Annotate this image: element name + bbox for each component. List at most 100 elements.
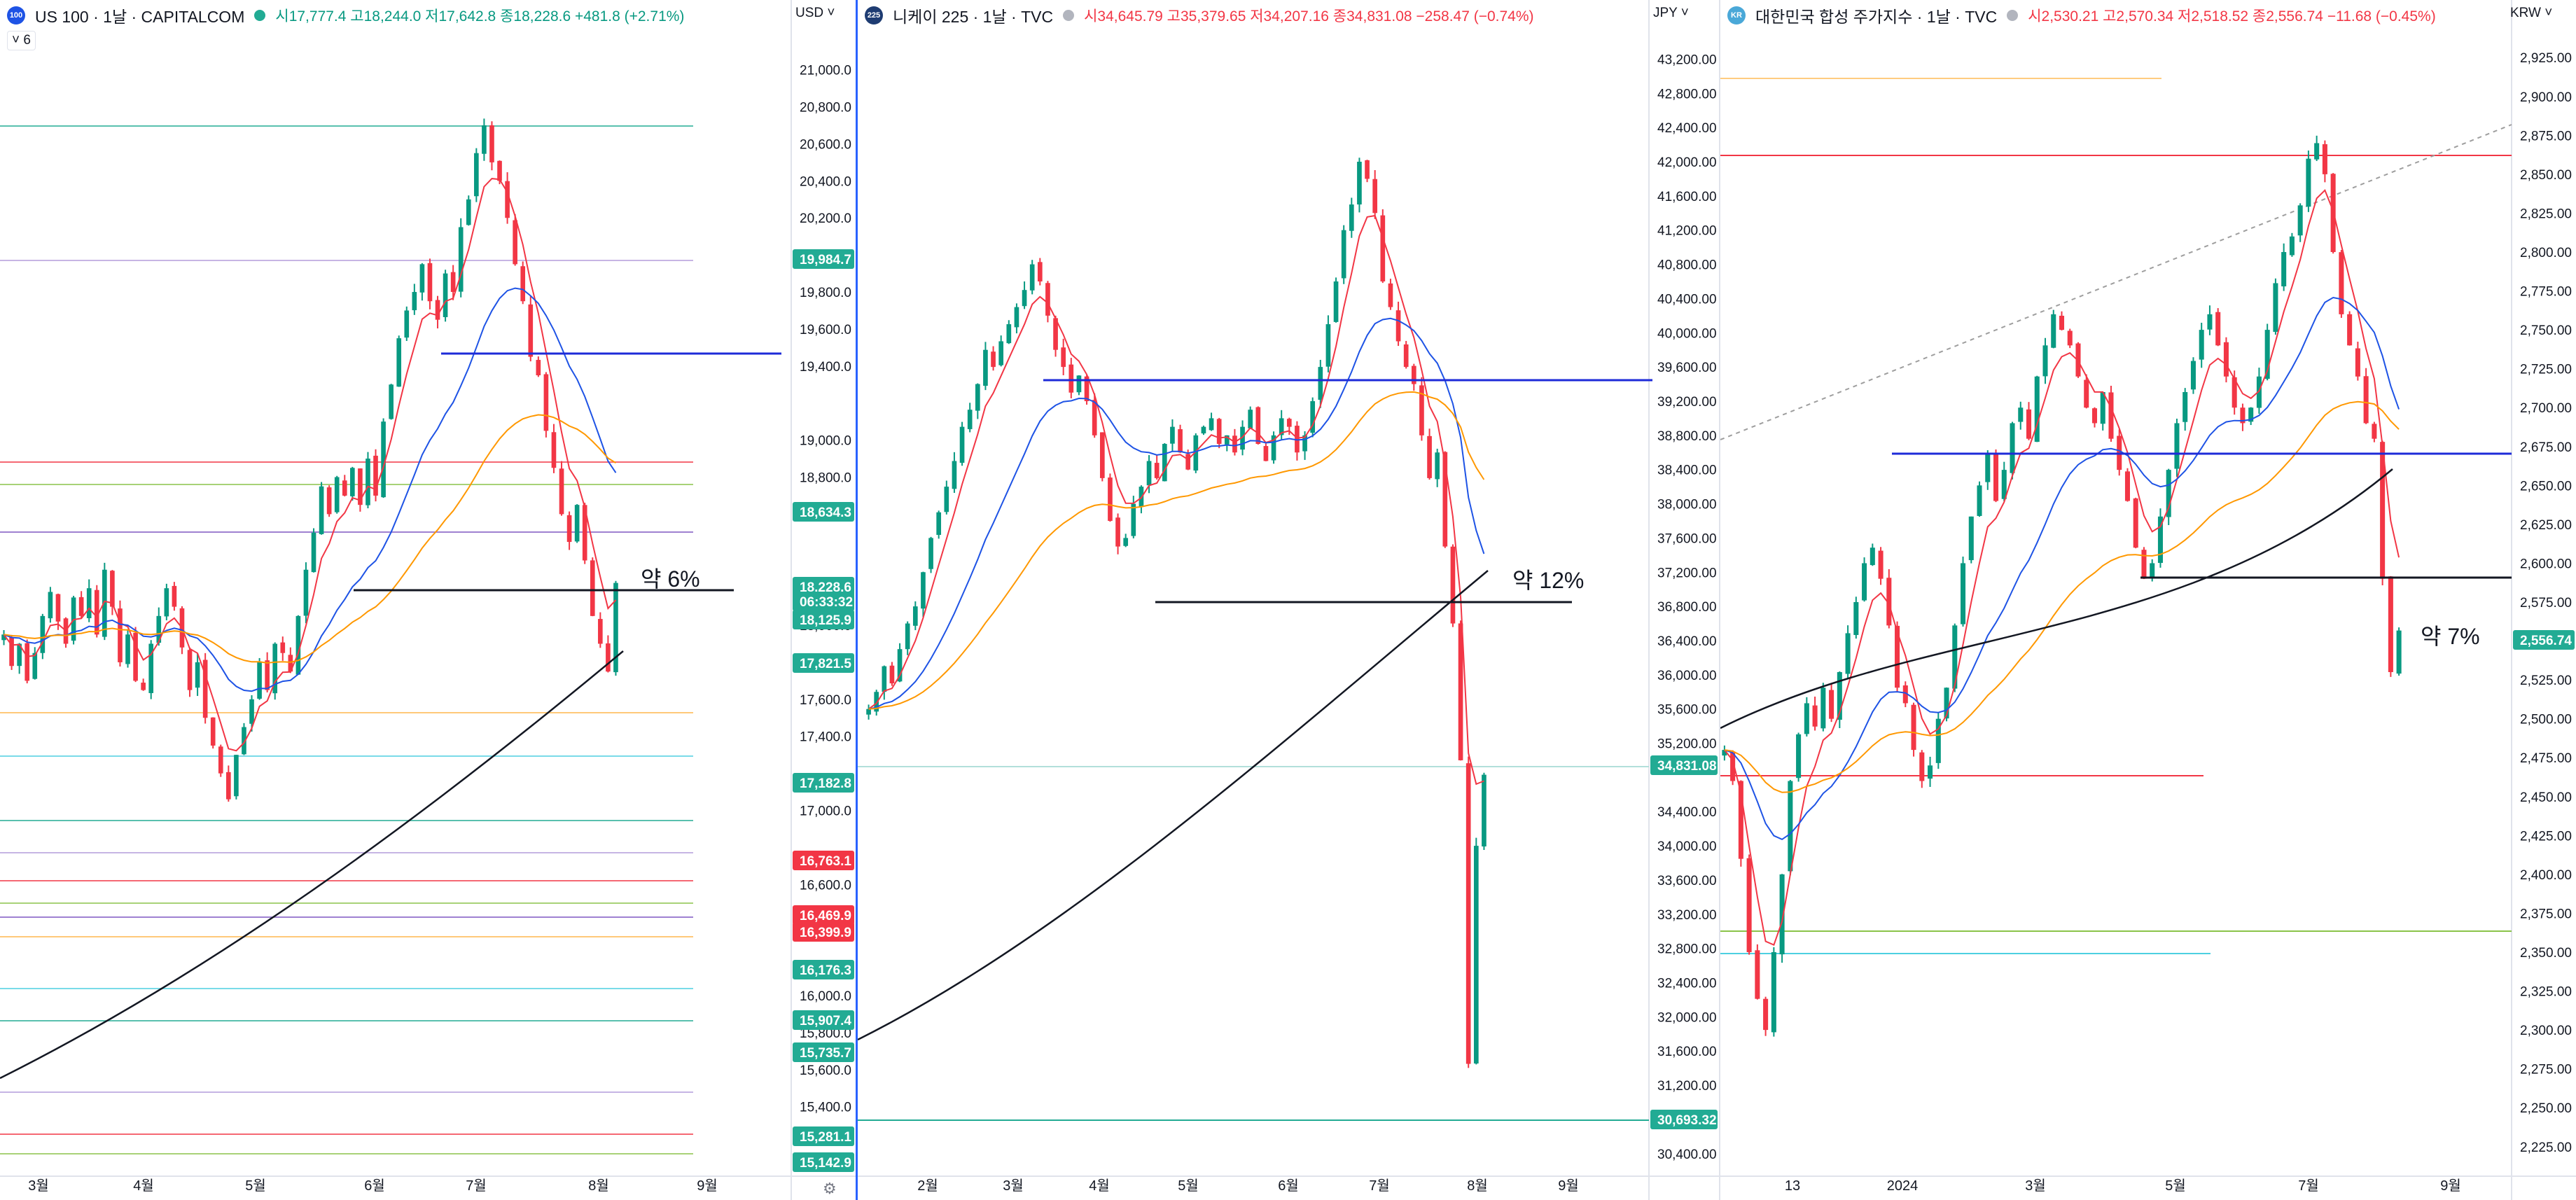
candle-body <box>1271 435 1276 461</box>
candle-body <box>187 650 193 690</box>
candle-body <box>164 588 169 617</box>
symbol-title[interactable]: 대한민국 합성 주가지수 · 1날 · TVC <box>1755 8 1998 26</box>
y-tick-label: 36,000.00 <box>1657 669 1717 683</box>
candle-body <box>195 662 200 688</box>
price-axis <box>2512 0 2576 1200</box>
indicator-toggle-button[interactable]: ˅ 6 <box>7 31 36 50</box>
candle-body <box>1357 161 1362 205</box>
candle-body <box>2240 407 2246 424</box>
candle-body <box>2091 408 2098 424</box>
candle-body <box>1263 446 1269 461</box>
candle-body <box>606 643 611 672</box>
price-label-text: 17,821.5 <box>800 657 851 671</box>
candle-body <box>218 746 223 774</box>
moving-average-line <box>1724 189 2400 947</box>
candle-body <box>1 634 6 641</box>
pane-nikkei[interactable]: 43,200.00 42,800.00 42,400.00 42,000.00 41,6… <box>858 0 1719 1200</box>
price-label-text: 18,228.6 <box>800 580 851 595</box>
price-label-text: 16,176.3 <box>800 963 851 978</box>
candle-body <box>1878 550 1884 579</box>
chart-nikkei[interactable]: 43,200.00 42,800.00 42,400.00 42,000.00 41,6… <box>858 0 1719 1200</box>
moving-average-line <box>868 391 1485 710</box>
symbol-title[interactable]: US 100 · 1날 · CAPITALCOM <box>35 8 245 26</box>
candle-body <box>1146 461 1152 486</box>
pane-nasdaq[interactable]: 21,000.0 20,800.0 20,600.0 20,400.0 20,200.0… <box>0 0 856 1200</box>
pane-kospi[interactable]: 2,925.00 2,900.00 2,875.00 2,850.00 2,825.00… <box>1720 0 2576 1200</box>
x-tick-label: 2월 <box>917 1178 938 1194</box>
y-tick-label: 31,600.00 <box>1657 1045 1717 1059</box>
ohlc-values: 시17,777.4 고18,244.0 저17,642.8 종18,228.6 … <box>275 8 685 25</box>
y-tick-label: 2,875.00 <box>2520 129 2572 144</box>
candle-body <box>2067 330 2073 346</box>
moving-average-line <box>1724 400 2400 793</box>
price-label-badge <box>793 851 854 870</box>
candle-body <box>1820 688 1826 729</box>
currency-selector[interactable]: JPY ˅ <box>1653 6 1689 20</box>
moving-average-line <box>868 214 1484 786</box>
symbol-title[interactable]: 니케이 225 · 1날 · TVC <box>893 8 1054 26</box>
candle-body <box>2199 330 2204 360</box>
candle-body <box>133 632 138 681</box>
candle-body <box>1123 538 1129 546</box>
currency-selector[interactable]: USD ˅ <box>795 6 835 20</box>
y-tick-label: 21,000.0 <box>800 64 851 78</box>
candle-body <box>1458 623 1463 760</box>
candle-body <box>172 585 177 607</box>
y-tick-label: 31,200.00 <box>1657 1079 1717 1094</box>
candle-body <box>1928 765 1933 779</box>
candle-body <box>2248 407 2254 422</box>
candle-body <box>458 227 464 292</box>
candle-body <box>1837 672 1842 720</box>
candle-body <box>1730 752 1736 781</box>
candle-body <box>319 486 324 534</box>
candle-body <box>1935 718 1941 763</box>
candle-body <box>272 643 278 694</box>
candle-body <box>102 569 107 637</box>
price-label-badge <box>793 922 854 942</box>
candle-body <box>513 220 517 265</box>
candle-body <box>2372 424 2377 439</box>
candle-body <box>1380 215 1386 281</box>
x-tick-label: 5월 <box>245 1178 266 1194</box>
price-label-badge <box>793 1126 854 1146</box>
chart-nasdaq[interactable]: 21,000.0 20,800.0 20,600.0 20,400.0 20,200.0… <box>0 0 856 1200</box>
candle-body <box>311 532 316 573</box>
candle-body <box>543 374 549 431</box>
candle-body <box>226 772 231 800</box>
candle-body <box>2256 376 2262 408</box>
currency-selector[interactable]: KRW ˅ <box>2510 6 2553 20</box>
candle-body <box>373 455 378 496</box>
candle-body <box>1388 283 1393 307</box>
y-tick-label: 2,625.00 <box>2520 518 2572 533</box>
candle-body <box>1853 602 1859 635</box>
drop-annotation: 약 7% <box>2421 624 2480 649</box>
y-tick-label: 15,800.0 <box>800 1026 851 1041</box>
candle-body <box>365 459 370 505</box>
moving-average-200-line <box>0 650 624 1080</box>
price-label-text: 16,763.1 <box>800 854 851 869</box>
pane-divider[interactable] <box>1719 0 1720 1200</box>
x-tick-label: 3월 <box>1003 1178 1024 1194</box>
candle-body <box>1170 426 1175 444</box>
candle-body <box>897 649 903 682</box>
candle-body <box>1061 347 1066 368</box>
candle-body <box>1738 781 1743 859</box>
candle-body <box>975 384 980 411</box>
y-tick-label: 2,450.00 <box>2520 790 2572 805</box>
y-tick-label: 30,400.00 <box>1657 1147 1717 1162</box>
pane-divider[interactable] <box>856 0 858 1200</box>
y-tick-label: 42,000.00 <box>1657 155 1717 170</box>
y-tick-label: 2,350.00 <box>2520 946 2572 961</box>
candle-body <box>1895 625 1900 688</box>
y-tick-label: 19,600.0 <box>800 323 851 337</box>
market-status-icon <box>2007 10 2019 21</box>
candle-body <box>148 643 154 693</box>
y-tick-label: 2,750.00 <box>2520 323 2572 338</box>
candle-body <box>1993 454 1999 501</box>
y-tick-label: 2,425.00 <box>2520 829 2572 844</box>
x-tick-label: 8월 <box>1467 1178 1488 1194</box>
candle-body <box>566 515 572 543</box>
candle-body <box>2174 423 2180 469</box>
chart-kospi[interactable]: 2,925.00 2,900.00 2,875.00 2,850.00 2,825.00… <box>1720 0 2576 1200</box>
candle-body <box>141 683 146 690</box>
